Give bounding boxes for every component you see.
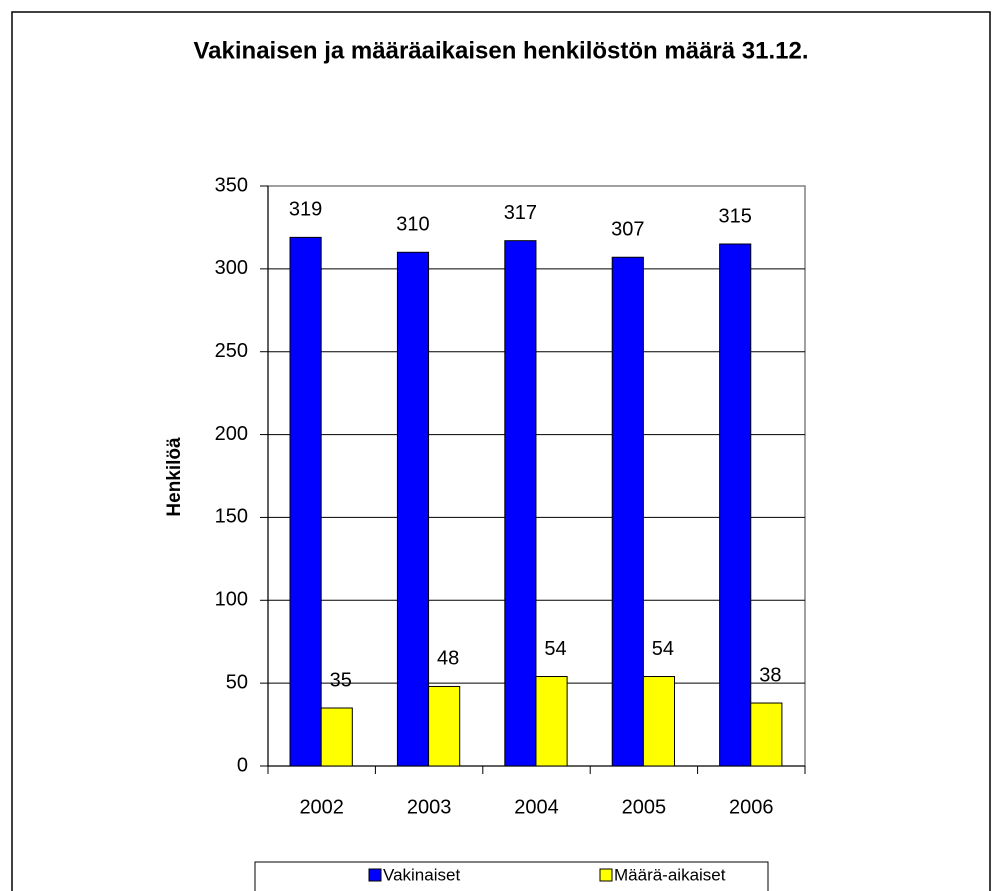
legend-swatch bbox=[368, 868, 382, 882]
data-label: 319 bbox=[289, 199, 322, 221]
y-tick-label: 100 bbox=[215, 589, 248, 611]
bar bbox=[289, 236, 322, 767]
legend-label: Määrä-aikaiset bbox=[614, 865, 726, 884]
y-axis-label: Henkilöä bbox=[164, 437, 185, 517]
y-tick-label: 0 bbox=[237, 754, 248, 776]
chart-border bbox=[11, 11, 991, 891]
bar bbox=[535, 676, 568, 767]
x-tick-label: 2004 bbox=[514, 796, 559, 818]
x-tick-label: 2003 bbox=[407, 796, 452, 818]
bar bbox=[719, 243, 752, 767]
data-label: 307 bbox=[611, 219, 644, 241]
bar bbox=[611, 256, 644, 767]
data-label: 310 bbox=[396, 214, 429, 236]
bar bbox=[396, 251, 430, 767]
data-label: 54 bbox=[544, 638, 566, 660]
data-label: 317 bbox=[504, 202, 537, 224]
legend-swatch bbox=[599, 868, 613, 882]
y-tick-label: 250 bbox=[215, 340, 248, 362]
data-label: 54 bbox=[652, 638, 674, 660]
chart-title: Vakinaisen ja määräaikaisen henkilöstön … bbox=[193, 37, 808, 64]
data-label: 315 bbox=[719, 205, 752, 227]
legend-label: Vakinaiset bbox=[383, 865, 460, 884]
bar bbox=[428, 685, 461, 767]
legend-box bbox=[254, 861, 769, 891]
x-tick-label: 2002 bbox=[299, 796, 344, 818]
bar bbox=[642, 676, 676, 767]
data-label: 38 bbox=[759, 664, 781, 686]
bar bbox=[320, 707, 353, 767]
data-label: 48 bbox=[437, 648, 459, 670]
y-tick-label: 350 bbox=[215, 174, 248, 196]
bar bbox=[750, 702, 783, 767]
x-tick-label: 2006 bbox=[729, 796, 774, 818]
y-tick-label: 300 bbox=[215, 257, 248, 279]
x-tick-label: 2005 bbox=[622, 796, 667, 818]
data-label: 35 bbox=[330, 669, 352, 691]
y-tick-label: 50 bbox=[226, 671, 248, 693]
bar bbox=[504, 240, 537, 767]
y-tick-label: 200 bbox=[215, 423, 248, 445]
y-tick-label: 150 bbox=[215, 506, 248, 528]
